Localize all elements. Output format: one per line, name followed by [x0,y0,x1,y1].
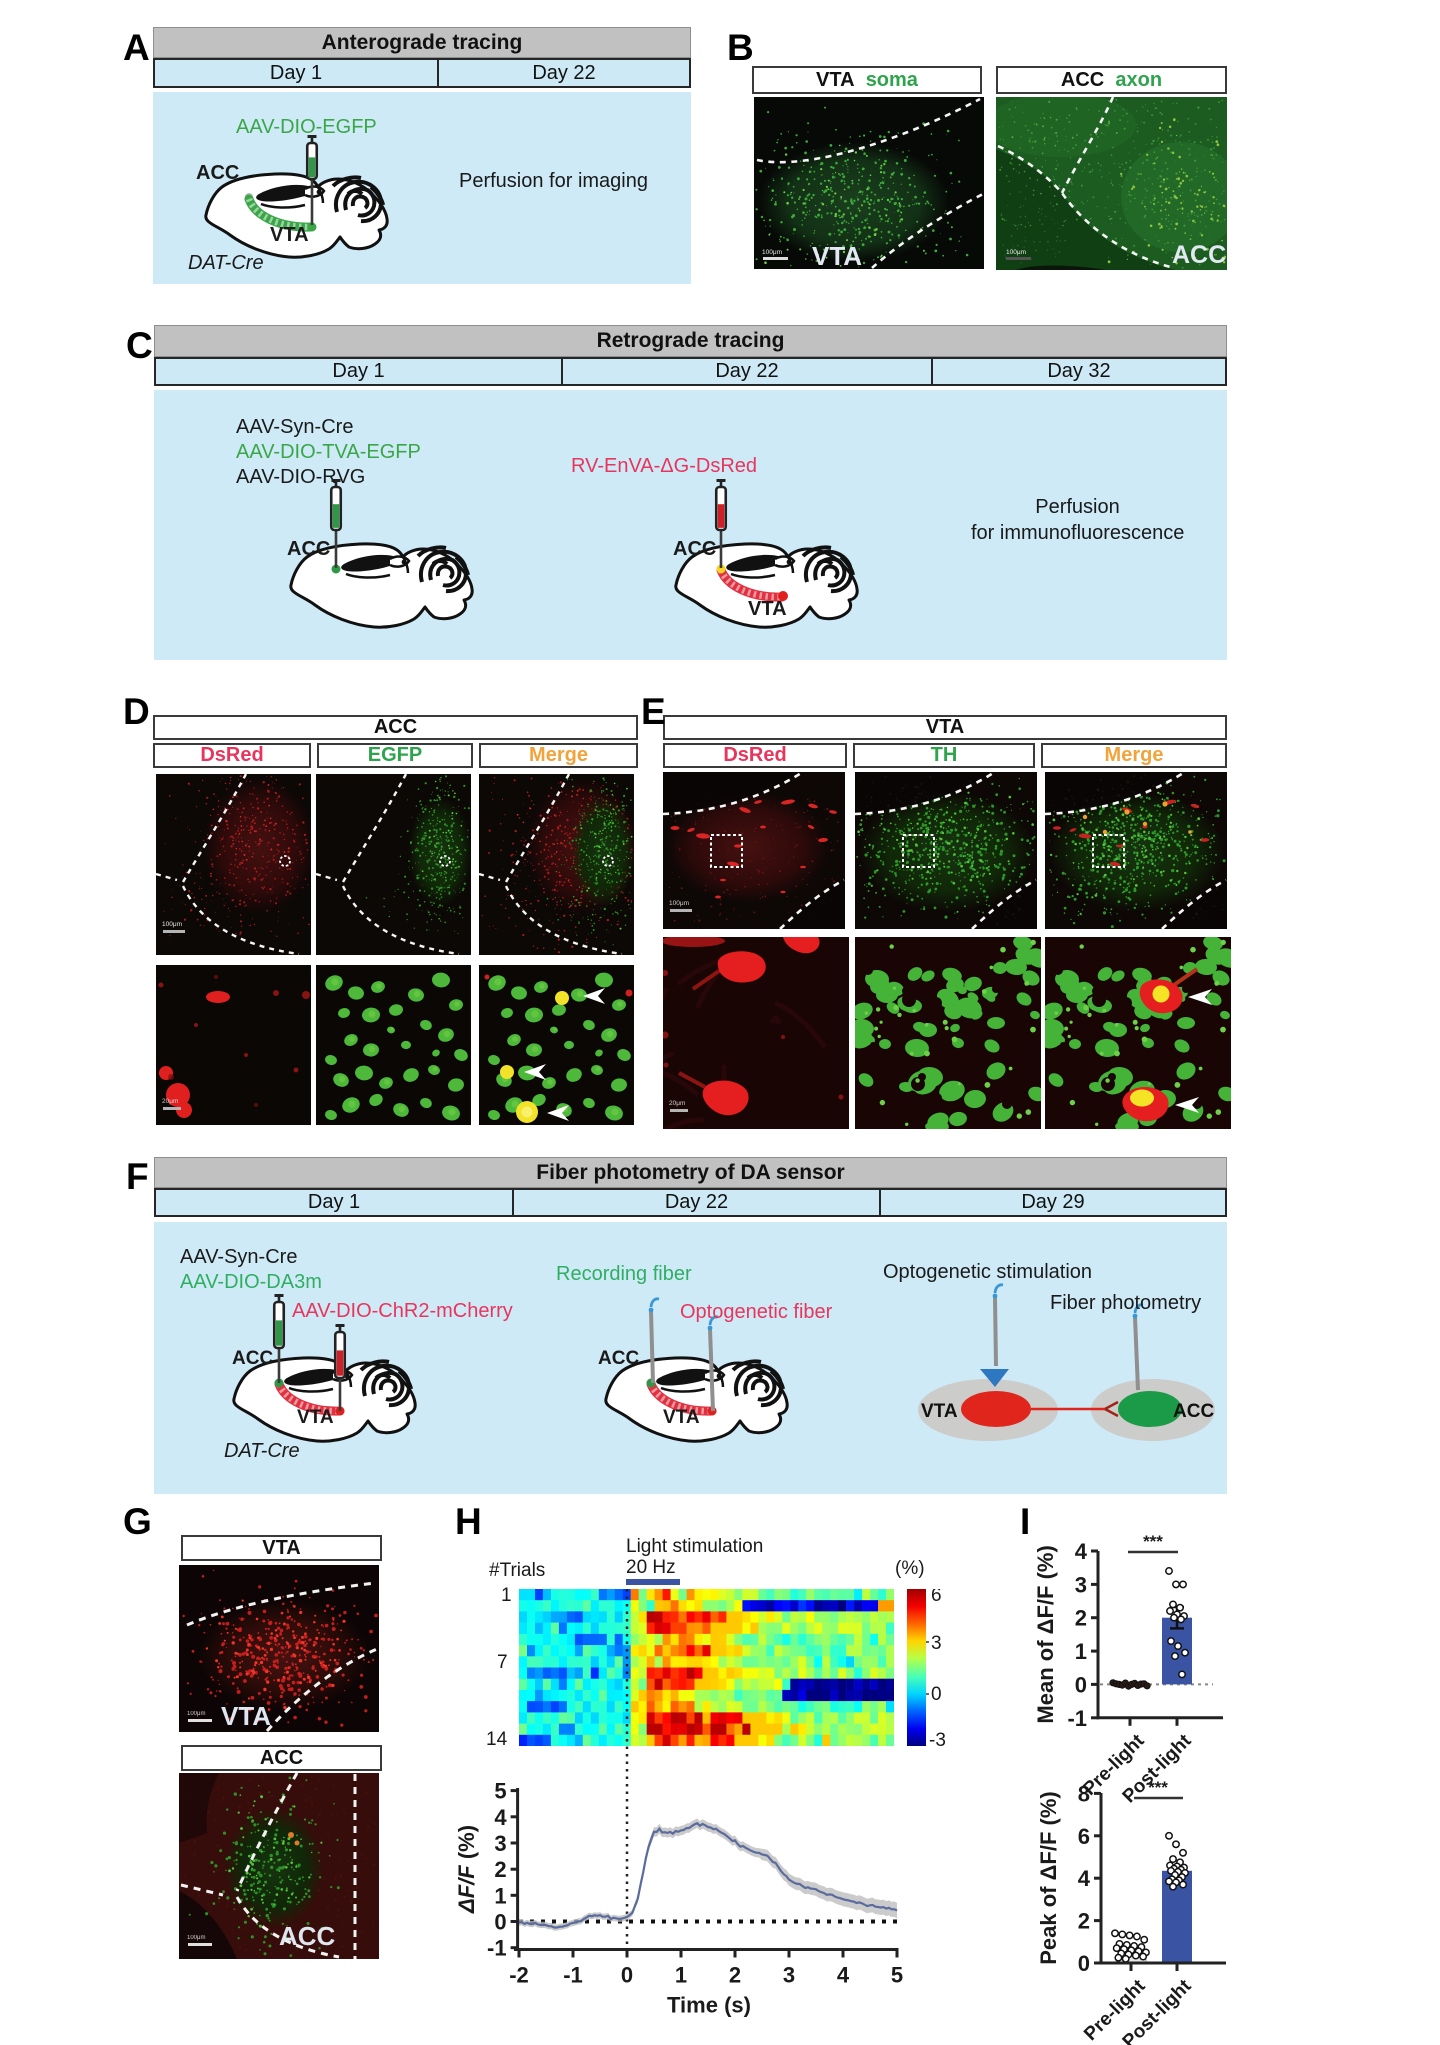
svg-text:100μm: 100μm [762,249,782,256]
svg-text:VTA: VTA [812,241,862,269]
svg-text:100μm: 100μm [669,900,689,907]
svg-text:100μm: 100μm [1006,249,1026,256]
svg-text:ACC: ACC [1173,1401,1214,1422]
svg-text:20μm: 20μm [669,1100,685,1107]
svg-text:20μm: 20μm [162,1098,178,1105]
svg-text:100μm: 100μm [162,921,182,928]
svg-text:VTA: VTA [921,1401,958,1422]
svg-text:ACC: ACC [1172,241,1226,269]
